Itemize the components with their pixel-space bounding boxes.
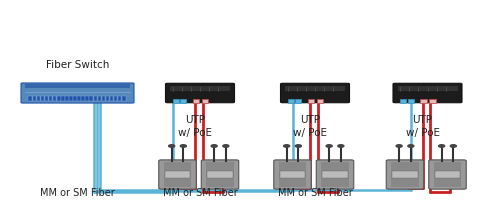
Bar [73,96,77,101]
Bar [288,99,294,103]
Bar [322,171,348,178]
Circle shape [211,145,217,147]
FancyBboxPatch shape [316,160,354,189]
Bar [392,171,418,178]
Bar [434,162,461,187]
FancyBboxPatch shape [386,160,424,189]
FancyBboxPatch shape [393,83,462,103]
FancyBboxPatch shape [274,160,311,189]
Bar [295,99,301,103]
Bar [36,96,40,101]
FancyBboxPatch shape [201,160,239,189]
Text: MM or SM Fiber: MM or SM Fiber [162,187,238,198]
Circle shape [223,145,229,147]
Bar [322,162,349,187]
Bar [45,96,48,101]
Bar [398,86,458,91]
Text: MM or SM Fiber: MM or SM Fiber [278,187,352,198]
Bar [285,86,345,91]
Circle shape [296,145,302,147]
Bar [206,162,234,187]
Text: UTP
w/ PoE: UTP w/ PoE [293,115,327,138]
FancyBboxPatch shape [429,160,466,189]
Circle shape [450,145,456,147]
Text: Fiber Switch: Fiber Switch [46,60,109,70]
Bar [118,96,122,101]
Bar [192,99,199,103]
Bar [98,96,101,101]
FancyBboxPatch shape [166,83,234,103]
Bar [308,99,314,103]
FancyBboxPatch shape [159,160,196,189]
Circle shape [408,145,414,147]
Bar [82,96,85,101]
Bar [429,99,436,103]
Circle shape [168,145,174,147]
Bar [164,162,191,187]
Bar [400,99,406,103]
Bar [172,99,178,103]
Circle shape [326,145,332,147]
Bar [170,86,230,91]
Bar [102,96,105,101]
Text: UTP
w/ PoE: UTP w/ PoE [406,115,440,138]
Bar [420,99,426,103]
Bar [90,96,93,101]
Bar [77,96,81,101]
Bar [25,84,130,88]
Bar [69,96,72,101]
Bar [408,99,414,103]
Circle shape [396,145,402,147]
Bar [208,171,233,178]
Bar [61,96,64,101]
Bar [110,96,114,101]
Bar [28,96,32,101]
Circle shape [180,145,186,147]
Bar [122,96,126,101]
Circle shape [284,145,290,147]
Bar [65,96,68,101]
Bar [86,96,89,101]
Bar [94,96,97,101]
Bar [279,162,306,187]
Bar [57,96,60,101]
FancyBboxPatch shape [280,83,349,103]
Text: MM or SM Fiber: MM or SM Fiber [40,187,115,198]
Bar [280,171,305,178]
Bar [40,96,44,101]
Bar [32,96,36,101]
Bar [53,96,56,101]
Bar [392,162,419,187]
Bar [180,99,186,103]
Bar [316,99,323,103]
Bar [49,96,52,101]
Text: UTP
w/ PoE: UTP w/ PoE [178,115,212,138]
Bar [435,171,460,178]
FancyBboxPatch shape [21,83,134,103]
Circle shape [338,145,344,147]
Bar [106,96,109,101]
Bar [165,171,190,178]
Bar [202,99,208,103]
Bar [114,96,117,101]
Circle shape [438,145,444,147]
